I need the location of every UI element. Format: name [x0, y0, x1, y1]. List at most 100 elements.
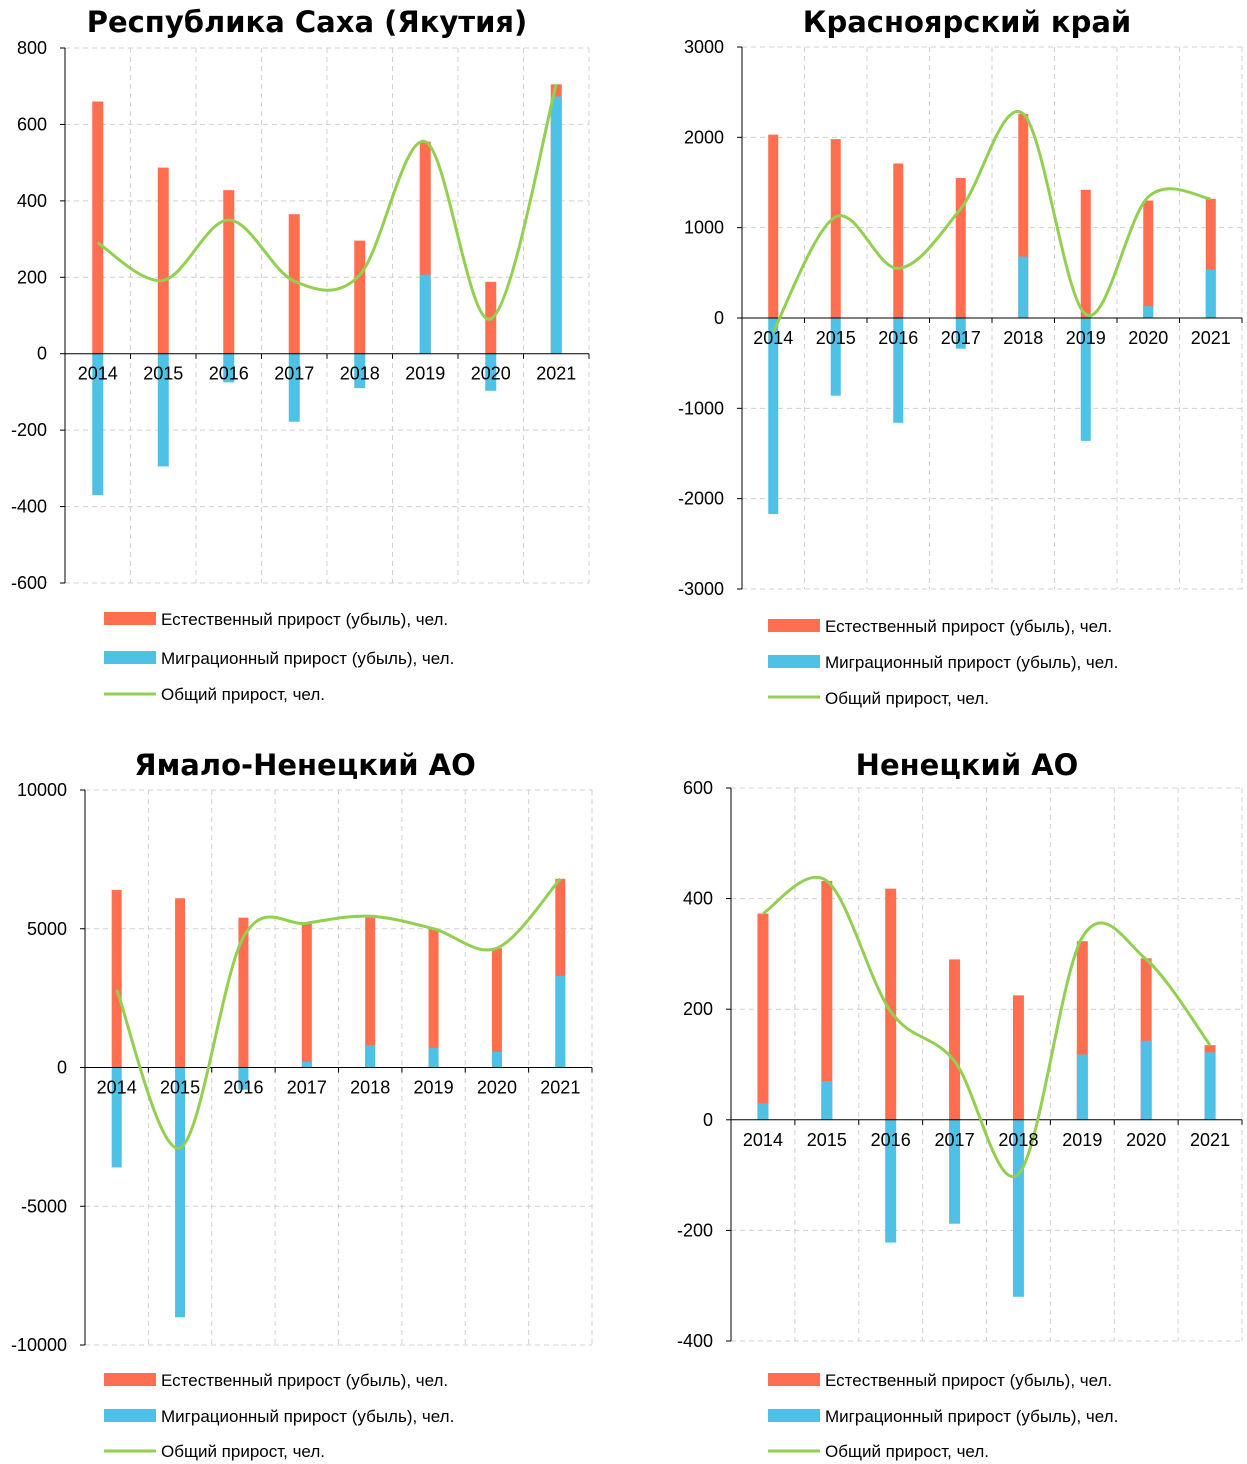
x-tick-label: 2014	[78, 364, 118, 384]
y-tick-label: -400	[677, 1331, 713, 1351]
plot-area: -400 -200 0 200 400 600 2014 2015 2016 2017 2018 20…	[677, 778, 1243, 1351]
chart-title: Республика Саха (Якутия)	[87, 5, 528, 39]
legend-label-natural: Естественный прирост (убыль), чел.	[161, 610, 448, 629]
bar-natural	[428, 928, 439, 1068]
legend-swatch-migration	[768, 1409, 820, 1422]
x-tick-label: 2016	[209, 364, 249, 384]
bar-natural	[830, 139, 841, 318]
x-tick-label: 2021	[536, 364, 576, 384]
bar-migration	[288, 353, 300, 422]
chart-nenets: Ненецкий АО -400 -200 0 200 400 600 2014 2015 20…	[677, 748, 1243, 1461]
bar-migration	[365, 1045, 376, 1068]
bar-migration	[1080, 318, 1091, 441]
bar-natural	[949, 959, 961, 1120]
bar-migration	[354, 353, 366, 389]
y-tick-label: -2000	[678, 489, 724, 509]
legend-label-migration: Миграционный прирост (убыль), чел.	[825, 1407, 1118, 1426]
plot-area: -10000 -5000 0 5000 10000 2014 2015 2016 2017 201…	[11, 780, 593, 1355]
y-tick-label: 3000	[684, 37, 724, 57]
x-tick-label: 2014	[97, 1078, 137, 1098]
y-tick-label: 600	[683, 778, 713, 798]
legend-label-migration: Миграционный прирост (убыль), чел.	[825, 653, 1118, 672]
y-tick-label: -3000	[678, 579, 724, 599]
x-tick-label: 2019	[1066, 328, 1106, 348]
x-tick-label: 2019	[1062, 1130, 1102, 1150]
line-total	[96, 83, 558, 321]
x-tick-label: 2018	[998, 1130, 1038, 1150]
bar-natural	[1080, 189, 1091, 318]
line-total	[762, 876, 1212, 1179]
x-tick-label: 2021	[540, 1078, 580, 1098]
line-total	[115, 877, 562, 1150]
bar-migration	[1204, 1052, 1216, 1120]
x-tick-label: 2020	[471, 364, 511, 384]
x-tick-label: 2021	[1190, 1130, 1230, 1150]
bar-natural	[1143, 200, 1154, 318]
y-tick-label: 1000	[684, 218, 724, 238]
x-tick-label: 2018	[340, 364, 380, 384]
bar-natural	[1205, 198, 1216, 318]
y-tick-label: 0	[714, 308, 724, 328]
bar-migration	[1205, 269, 1216, 318]
y-tick-label: 0	[37, 344, 47, 364]
y-tick-label: 0	[57, 1058, 67, 1078]
y-tick-label: 10000	[17, 780, 67, 800]
x-tick-label: 2018	[350, 1078, 390, 1098]
legend: Естественный прирост (убыль), чел. Мигра…	[104, 1371, 454, 1461]
chart-sakha: Республика Саха (Якутия) -600 -400 -200 0 20…	[11, 5, 590, 704]
bar-natural	[1140, 958, 1152, 1120]
y-tick-label: -5000	[21, 1196, 67, 1216]
bar-migration	[491, 1051, 502, 1068]
bar-natural	[175, 898, 186, 1068]
bar-natural	[157, 167, 169, 354]
x-tick-label: 2018	[1003, 328, 1043, 348]
y-tick-label: 400	[683, 889, 713, 909]
legend-swatch-natural	[104, 612, 156, 625]
legend-label-total: Общий прирост, чел.	[161, 1442, 325, 1461]
x-tick-label: 2017	[274, 364, 314, 384]
legend-label-total: Общий прирост, чел.	[161, 685, 325, 704]
legend-swatch-migration	[104, 1409, 156, 1422]
x-tick-label: 2015	[143, 364, 183, 384]
x-tick-label: 2020	[477, 1078, 517, 1098]
y-tick-label: 400	[17, 191, 47, 211]
y-tick-label: 5000	[27, 919, 67, 939]
bar-migration	[485, 353, 497, 391]
x-tick-label: 2020	[1128, 328, 1168, 348]
bar-migration	[550, 96, 562, 354]
chart-title: Ямало-Ненецкий АО	[134, 748, 475, 782]
plot-area: -600 -400 -200 0 200 400 600 800 2014 2015 2016 201…	[11, 38, 590, 593]
bar-natural	[419, 141, 431, 354]
x-tick-label: 2015	[816, 328, 856, 348]
bar-natural	[885, 888, 897, 1120]
chart-panel-krasnoyarsk: Красноярский край -3000 -2000 -1000 0 1000 20…	[624, 0, 1247, 720]
legend-label-natural: Естественный прирост (убыль), чел.	[825, 1371, 1112, 1390]
bar-natural	[238, 917, 249, 1068]
chart-panel-yamal: Ямало-Ненецкий АО -10000 -5000 0 5000 10000 2…	[0, 740, 623, 1464]
x-tick-label: 2014	[743, 1130, 783, 1150]
chart-yamal: Ямало-Ненецкий АО -10000 -5000 0 5000 10000 2…	[11, 748, 593, 1461]
bar-migration	[768, 318, 779, 515]
legend-swatch-natural	[104, 1373, 156, 1386]
x-tick-label: 2014	[753, 328, 793, 348]
y-tick-label: -10000	[11, 1335, 67, 1355]
legend-label-natural: Естественный прирост (убыль), чел.	[825, 617, 1112, 636]
bar-migration	[301, 1061, 312, 1068]
bar-natural	[354, 240, 366, 354]
legend: Естественный прирост (убыль), чел. Мигра…	[768, 617, 1118, 708]
y-tick-label: 200	[683, 999, 713, 1019]
bar-migration	[1018, 256, 1029, 318]
bar-natural	[821, 880, 833, 1120]
y-tick-label: -200	[11, 420, 47, 440]
bar-natural	[555, 878, 566, 1068]
line-total	[771, 110, 1211, 333]
plot-area: -3000 -2000 -1000 0 1000 2000 3000 2014 2015 2016…	[678, 37, 1243, 599]
legend-swatch-natural	[768, 1373, 820, 1386]
legend-label-total: Общий прирост, чел.	[825, 1442, 989, 1461]
x-tick-label: 2019	[414, 1078, 454, 1098]
bar-migration	[830, 318, 841, 396]
bar-natural	[301, 923, 312, 1068]
bar-natural	[491, 948, 502, 1068]
x-tick-label: 2021	[1191, 328, 1231, 348]
legend-label-total: Общий прирост, чел.	[825, 689, 989, 708]
